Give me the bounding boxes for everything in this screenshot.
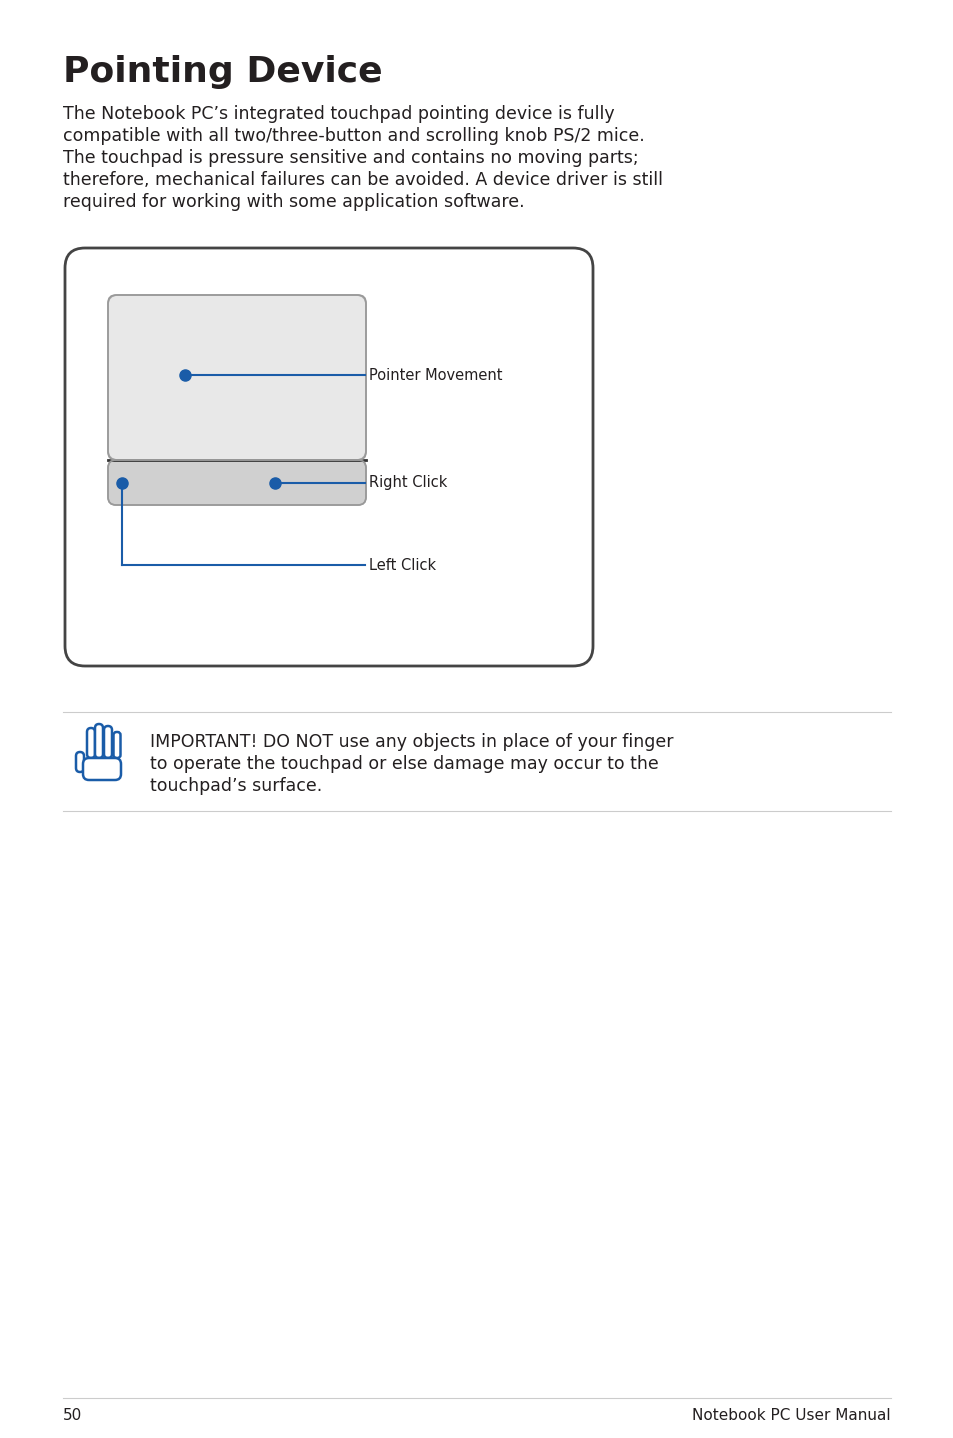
Text: The Notebook PC’s integrated touchpad pointing device is fully: The Notebook PC’s integrated touchpad po… (63, 105, 614, 124)
FancyBboxPatch shape (113, 732, 120, 758)
FancyBboxPatch shape (95, 723, 103, 758)
Text: Left Click: Left Click (369, 558, 436, 572)
Text: required for working with some application software.: required for working with some applicati… (63, 193, 524, 211)
FancyBboxPatch shape (104, 726, 112, 758)
Text: 50: 50 (63, 1408, 82, 1424)
Text: The touchpad is pressure sensitive and contains no moving parts;: The touchpad is pressure sensitive and c… (63, 150, 638, 167)
FancyBboxPatch shape (76, 752, 84, 772)
Text: IMPORTANT! DO NOT use any objects in place of your finger: IMPORTANT! DO NOT use any objects in pla… (150, 733, 673, 751)
Text: Pointer Movement: Pointer Movement (369, 368, 502, 383)
Text: Notebook PC User Manual: Notebook PC User Manual (692, 1408, 890, 1424)
FancyBboxPatch shape (87, 728, 95, 758)
FancyBboxPatch shape (83, 758, 121, 779)
Text: Pointing Device: Pointing Device (63, 55, 382, 89)
Text: to operate the touchpad or else damage may occur to the: to operate the touchpad or else damage m… (150, 755, 659, 774)
Text: compatible with all two/three-button and scrolling knob PS/2 mice.: compatible with all two/three-button and… (63, 127, 644, 145)
Text: touchpad’s surface.: touchpad’s surface. (150, 777, 322, 795)
FancyBboxPatch shape (108, 460, 366, 505)
Text: therefore, mechanical failures can be avoided. A device driver is still: therefore, mechanical failures can be av… (63, 171, 662, 188)
FancyBboxPatch shape (65, 247, 593, 666)
FancyBboxPatch shape (108, 295, 366, 460)
Text: Right Click: Right Click (369, 475, 447, 490)
